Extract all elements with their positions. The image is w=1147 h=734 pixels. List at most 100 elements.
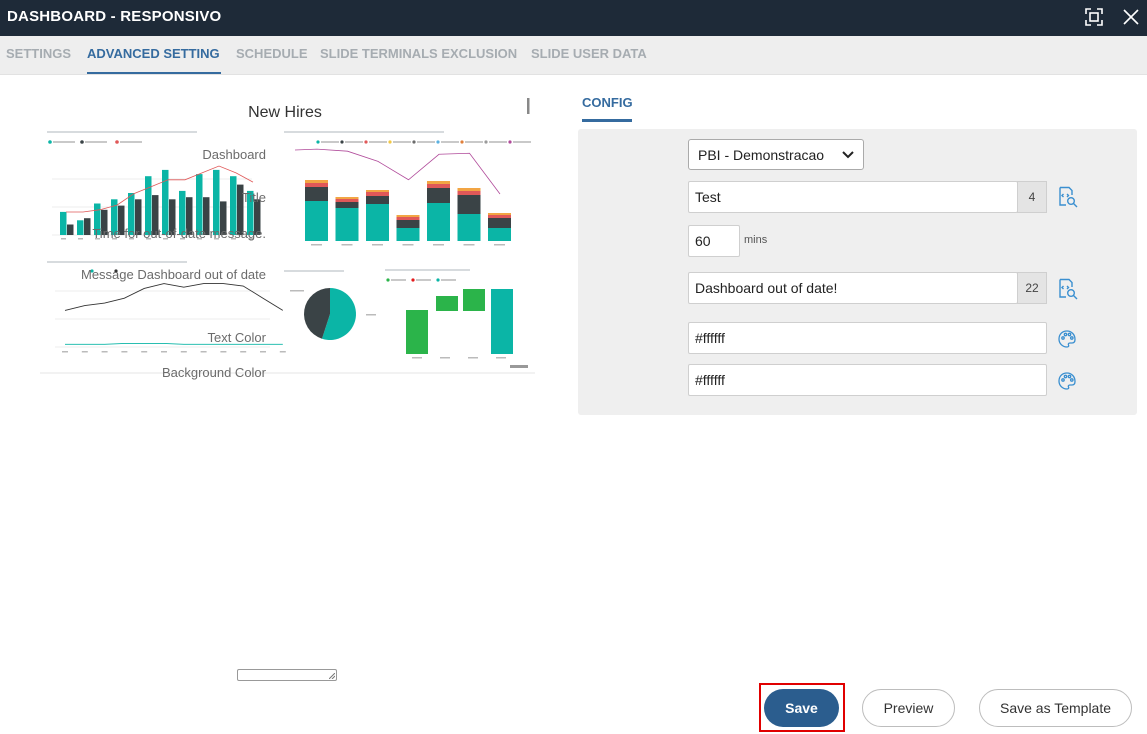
- legend-label: [120, 141, 142, 143]
- stack-segment: [305, 187, 328, 201]
- bar-sply: [67, 224, 74, 235]
- legend-label: [441, 279, 456, 281]
- tick-label: [101, 351, 108, 353]
- preview-caption: [284, 270, 344, 272]
- bar-new-hire: [111, 199, 118, 235]
- dashboard-select-value: PBI - Demonstracao: [698, 146, 825, 163]
- time-input[interactable]: 60: [688, 225, 740, 257]
- bar-sply: [101, 209, 108, 235]
- legend-label: [489, 141, 507, 143]
- dashboard-preview: New Hires: [40, 93, 535, 375]
- legend-dot: [436, 278, 440, 282]
- tab-advanced-setting[interactable]: ADVANCED SETTING: [87, 46, 220, 61]
- tick-label: [141, 351, 148, 353]
- dashboard-label: Dashboard: [202, 147, 266, 162]
- preview-caption: [47, 131, 197, 133]
- pie-slice: [304, 288, 330, 339]
- title-input[interactable]: Test: [688, 181, 1018, 213]
- pie-label: [366, 314, 376, 316]
- legend-dot: [388, 140, 392, 144]
- close-icon[interactable]: [1120, 6, 1142, 28]
- stack-segment: [366, 192, 389, 196]
- legend-label: [391, 279, 406, 281]
- waterfall-bar: [406, 310, 428, 354]
- maximize-icon[interactable]: [1083, 6, 1105, 28]
- legend-label: [513, 141, 531, 143]
- preview-title: New Hires: [248, 104, 322, 121]
- tick-label: [163, 238, 168, 240]
- tab-slide-terminals-exclusion[interactable]: SLIDE TERMINALS EXCLUSION: [320, 46, 518, 61]
- powerbi-watermark: [510, 365, 528, 368]
- config-tab-indicator: [582, 119, 632, 122]
- preview-caption: [284, 131, 444, 133]
- tick-label: [95, 238, 100, 240]
- stack-segment: [305, 201, 328, 241]
- text-color-input[interactable]: #ffffff: [688, 322, 1047, 354]
- legend-dot: [386, 278, 390, 282]
- title-char-count: 4: [1017, 181, 1047, 213]
- legend-label: [85, 141, 107, 143]
- save-as-template-button[interactable]: Save as Template: [979, 689, 1132, 727]
- tab-config[interactable]: CONFIG: [582, 95, 633, 110]
- bar-sply: [152, 195, 159, 235]
- tab-slide-user-data[interactable]: SLIDE USER DATA: [531, 46, 647, 61]
- preview-scrollbar: [527, 98, 530, 114]
- tab-schedule[interactable]: SCHEDULE: [236, 46, 308, 61]
- tick-label: [200, 351, 207, 353]
- legend-dot: [412, 140, 416, 144]
- palette-icon[interactable]: [1057, 371, 1079, 393]
- stack-segment: [457, 195, 481, 214]
- tick-label: [248, 238, 253, 240]
- legend-label: [53, 141, 75, 143]
- stack-segment: [427, 181, 450, 184]
- legend-label: [441, 141, 459, 143]
- pie-chart: [290, 288, 376, 341]
- stack-segment: [335, 197, 359, 199]
- stack-segment: [335, 208, 359, 241]
- tick-label: [240, 351, 247, 353]
- time-unit: mins: [744, 234, 768, 246]
- waterfall-bar: [491, 289, 513, 354]
- region-stacked-chart: [294, 140, 531, 246]
- code-search-icon[interactable]: [1057, 278, 1079, 300]
- tick-label: [372, 244, 383, 246]
- legend-dot: [115, 140, 119, 144]
- tick-label: [180, 238, 185, 240]
- legend-dot: [364, 140, 368, 144]
- bar-new-hire: [162, 169, 169, 235]
- bar-sply: [203, 197, 210, 235]
- tick-label: [494, 244, 505, 246]
- tick-label: [180, 351, 187, 353]
- tick-label: [412, 357, 422, 359]
- waterfall-bar: [463, 289, 485, 311]
- stack-segment: [366, 196, 389, 204]
- bar-new-hire: [77, 220, 84, 235]
- resize-textarea[interactable]: [237, 669, 337, 681]
- bar-sply: [118, 205, 125, 235]
- preview-caption: [385, 269, 470, 271]
- message-input[interactable]: Dashboard out of date!: [688, 272, 1018, 304]
- bar-new-hire: [60, 211, 67, 235]
- line-full-time: [64, 283, 284, 311]
- palette-icon[interactable]: [1057, 329, 1079, 351]
- waterfall-chart: [386, 278, 528, 368]
- stack-segment: [488, 215, 511, 218]
- dashboard-select[interactable]: PBI - Demonstracao: [688, 139, 864, 170]
- tab-settings[interactable]: SETTINGS: [6, 46, 72, 61]
- stack-segment: [366, 190, 389, 192]
- bar-sply: [186, 197, 193, 235]
- legend-label: [369, 141, 387, 143]
- tick-label: [214, 238, 219, 240]
- line-active-employee: [294, 148, 501, 195]
- code-search-icon[interactable]: [1057, 186, 1079, 208]
- tick-label: [62, 351, 68, 353]
- text-color-label: Text Color: [207, 330, 266, 345]
- stack-segment: [396, 220, 420, 228]
- background-color-input[interactable]: #ffffff: [688, 364, 1047, 396]
- preview-button[interactable]: Preview: [862, 689, 955, 727]
- stack-segment: [488, 213, 511, 215]
- bar-sply: [220, 201, 227, 235]
- legend-label: [417, 141, 435, 143]
- save-button[interactable]: Save: [764, 689, 839, 727]
- pie-label: [290, 290, 304, 292]
